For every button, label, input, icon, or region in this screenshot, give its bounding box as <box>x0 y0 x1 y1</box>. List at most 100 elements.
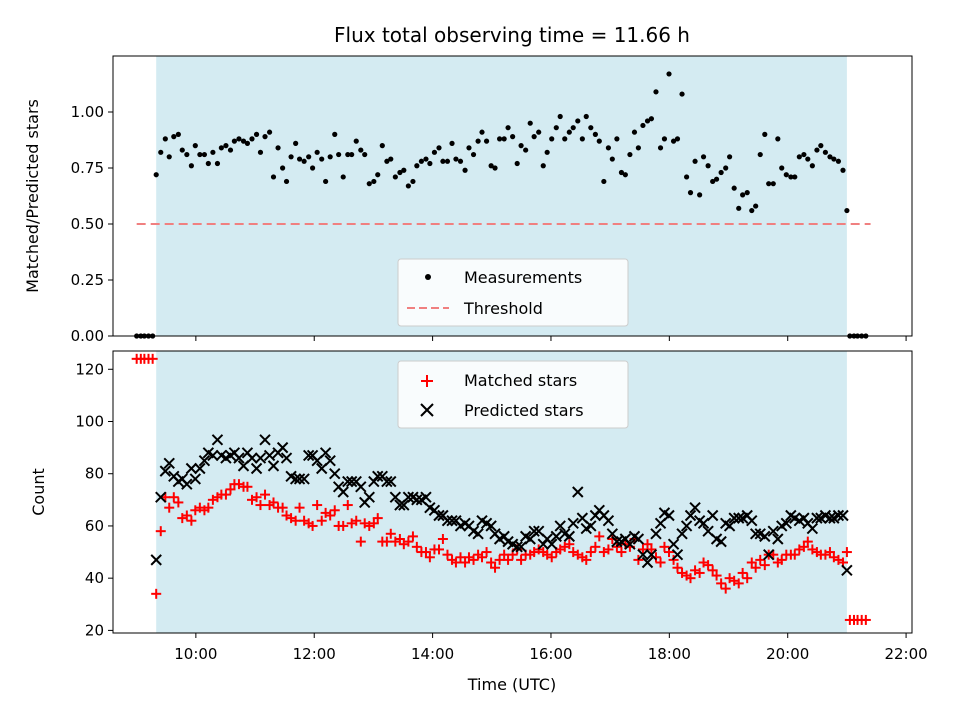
matched-star-point <box>385 528 396 539</box>
predicted-star-point <box>233 452 245 464</box>
measurement-point <box>505 125 511 131</box>
predicted-star-point <box>298 473 310 485</box>
matched-star-point <box>742 573 753 584</box>
bottom-panel: 20 40 60 80 100 120 10:00 12:00 14:00 16:00 18:00… <box>29 350 928 694</box>
measurement-point <box>319 156 325 162</box>
predicted-star-point <box>759 530 771 543</box>
measurement-point <box>805 156 811 162</box>
predicted-star-point <box>319 447 332 459</box>
predicted-star-point <box>411 494 423 506</box>
predicted-star-point <box>355 481 367 493</box>
measurement-point <box>640 122 646 129</box>
measurement-point <box>309 165 316 171</box>
matched-star-point <box>147 353 158 364</box>
measurement-point <box>705 163 711 169</box>
matched-star-point <box>494 554 505 565</box>
matched-star-point <box>186 515 197 526</box>
predicted-star-point <box>163 457 175 469</box>
legend-measurements-label: Measurements <box>464 268 582 287</box>
measurement-point <box>214 160 221 167</box>
measurement-point <box>327 154 333 160</box>
predicted-star-point <box>263 449 276 462</box>
bottom-y-tick-label: 100 <box>75 413 104 431</box>
measurement-point <box>227 147 234 153</box>
measurement-point <box>840 167 846 173</box>
matched-star-point <box>372 513 383 524</box>
measurement-point <box>809 163 815 169</box>
measurement-point <box>501 136 507 142</box>
predicted-star-point <box>554 520 566 532</box>
matched-star-point <box>411 541 422 552</box>
measurement-point <box>697 192 703 198</box>
legend-matched-marker <box>421 375 433 387</box>
matched-star-point <box>290 515 301 526</box>
matched-star-point <box>151 588 162 599</box>
measurement-point <box>835 158 842 164</box>
predicted-star-point <box>189 473 202 485</box>
measurement-point <box>188 163 194 169</box>
matched-star-point <box>581 554 592 565</box>
measurement-point <box>218 145 224 151</box>
matched-star-point <box>637 544 648 555</box>
predicted-star-point <box>441 515 454 527</box>
matched-star-point <box>433 544 444 555</box>
measurement-point <box>601 178 607 185</box>
measurement-point <box>375 172 381 178</box>
predicted-star-point <box>181 478 193 490</box>
matched-star-point <box>164 502 175 513</box>
measurement-point <box>205 160 211 167</box>
measurement-point <box>557 113 563 120</box>
measurement-point <box>332 131 338 137</box>
predicted-star-point <box>624 538 636 550</box>
matched-star-point <box>776 554 787 565</box>
matched-star-point <box>503 554 514 565</box>
x-tick-label: 16:00 <box>529 645 572 663</box>
matched-star-point <box>716 578 727 589</box>
measurement-point <box>418 158 425 164</box>
bottom-plot-frame <box>112 350 913 634</box>
measurement-point <box>475 138 481 144</box>
measurement-point <box>527 120 533 126</box>
measurement-point <box>622 172 628 178</box>
measurement-point <box>684 174 690 180</box>
predicted-star-point <box>280 452 293 464</box>
measurement-point <box>605 145 612 151</box>
predicted-star-point <box>706 509 719 522</box>
measurement-point <box>440 158 446 164</box>
bottom-y-axis-label: Count <box>29 468 48 516</box>
measurement-point <box>579 136 585 142</box>
predicted-star-point <box>198 454 211 467</box>
measurement-point <box>444 158 451 164</box>
legend-threshold-label: Threshold <box>463 299 543 318</box>
bottom-y-tick-label: 20 <box>85 621 104 639</box>
measurement-point <box>544 149 550 155</box>
measurement-point <box>401 167 407 173</box>
measurement-point <box>531 134 537 140</box>
matched-star-point <box>737 567 748 578</box>
measurement-point <box>753 203 759 209</box>
predicted-star-point <box>728 512 740 524</box>
measurement-point <box>397 169 403 176</box>
predicted-star-point <box>155 491 167 503</box>
matched-star-point <box>338 520 349 531</box>
bottom-count-points <box>131 353 871 625</box>
measurement-point <box>740 192 746 198</box>
x-tick-label: 18:00 <box>648 645 691 663</box>
measurement-point <box>523 147 529 153</box>
matched-star-point <box>381 536 392 547</box>
measurement-point <box>614 136 620 142</box>
matched-star-point <box>394 534 405 544</box>
matched-star-point <box>155 526 166 537</box>
measurement-point <box>166 154 172 160</box>
measurement-point <box>353 138 359 144</box>
predicted-star-point <box>746 515 758 527</box>
predicted-star-point <box>211 434 224 446</box>
top-y-tick-label: 0.00 <box>71 327 104 345</box>
predicted-star-point <box>472 528 484 540</box>
measurement-point <box>283 178 290 185</box>
predicted-star-point <box>780 517 793 530</box>
predicted-star-point <box>841 564 853 577</box>
measurement-point <box>414 163 420 169</box>
measurement-point <box>470 151 477 158</box>
measurement-point <box>449 140 455 146</box>
